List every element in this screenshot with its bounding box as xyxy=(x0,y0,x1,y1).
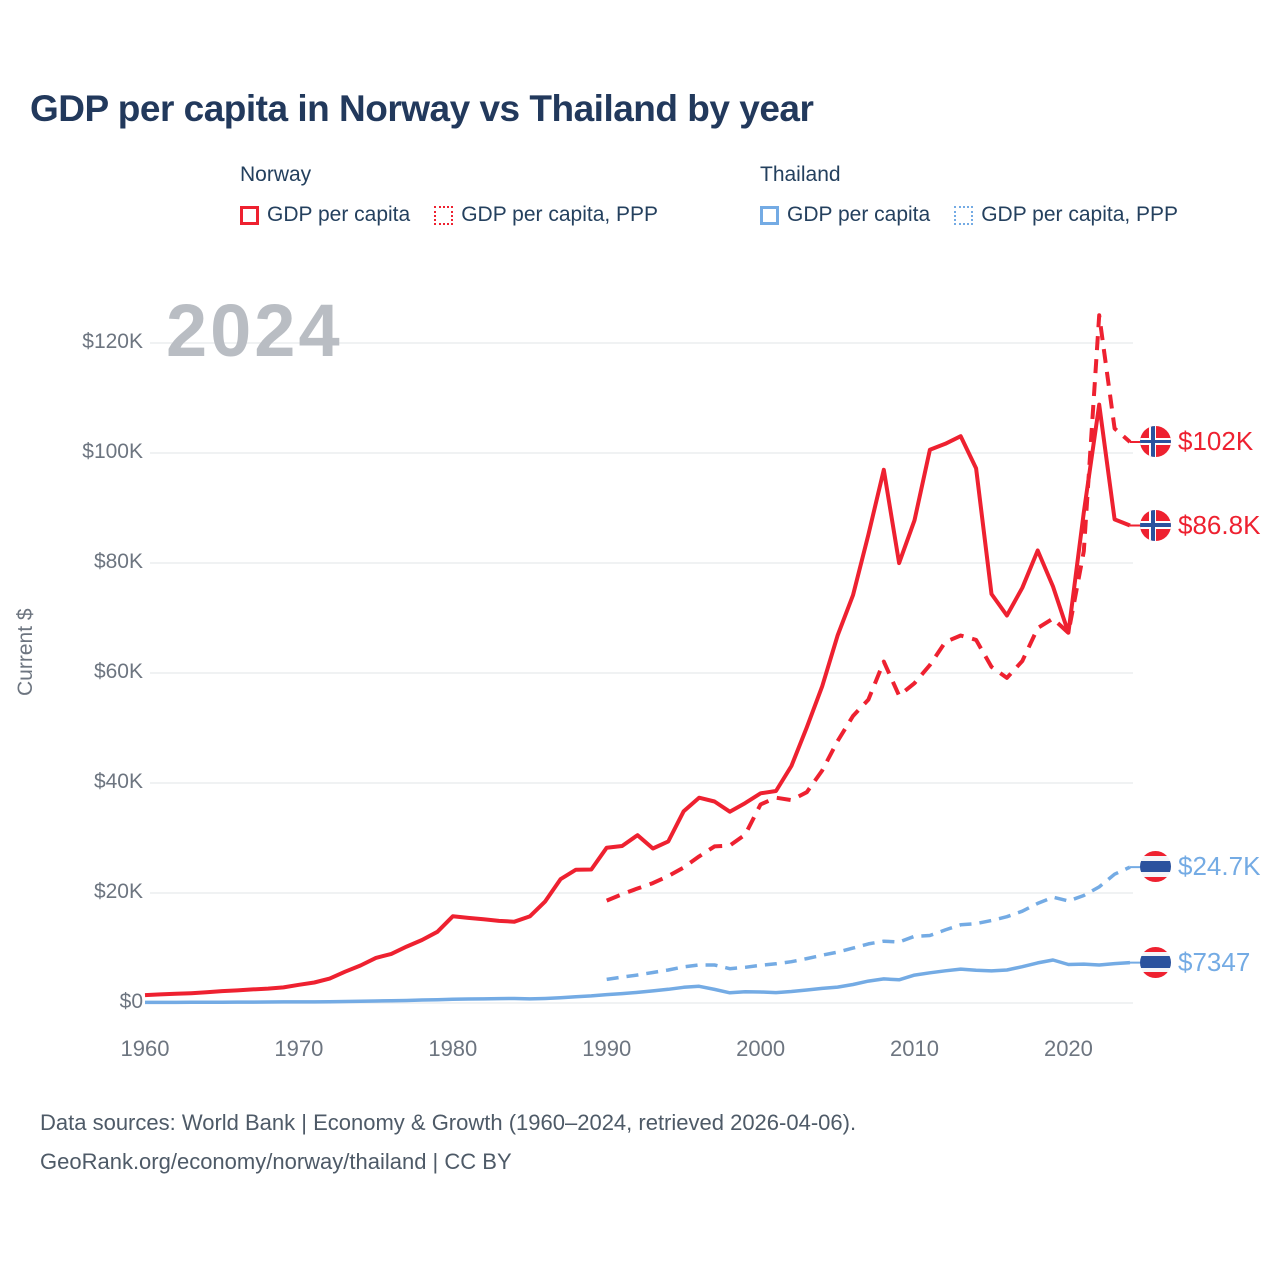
thailand-gdp-ppp-swatch-icon xyxy=(954,205,974,225)
page-title: GDP per capita in Norway vs Thailand by … xyxy=(30,88,814,129)
x-tick-label: 1970 xyxy=(274,1036,324,1061)
x-tick-label: 2010 xyxy=(890,1036,939,1061)
legend-item-label: GDP per capita, PPP xyxy=(461,203,659,226)
x-tick-label: 2000 xyxy=(736,1036,786,1061)
thailand-flag-icon xyxy=(1140,851,1171,883)
norway-gdp-line xyxy=(144,402,1131,998)
legend-item-label: GDP per capita xyxy=(787,203,931,226)
y-tick-label: $20K xyxy=(93,880,143,903)
thailand-gdp-line xyxy=(145,958,1131,1005)
y-tick-label: $40K xyxy=(93,770,143,793)
norway-flag-icon xyxy=(1140,426,1171,457)
end-value: $102K xyxy=(1178,426,1254,456)
thailand-gdp-swatch-icon xyxy=(760,205,779,225)
y-tick-label: $60K xyxy=(93,660,143,683)
legend-group-thailand: Thailand GDP per capita GDP per capita, … xyxy=(760,163,1178,227)
x-tick-label: 1960 xyxy=(120,1036,170,1061)
thailand-gdp-ppp-line xyxy=(606,865,1131,982)
footer-attribution: GeoRank.org/economy/norway/thailand | CC… xyxy=(40,1149,512,1174)
end-value: $86.8K xyxy=(1178,509,1261,540)
x-tick-label: 2020 xyxy=(1043,1036,1093,1061)
y-tick-label: $0 xyxy=(119,990,143,1013)
end-value: $24.7K xyxy=(1178,851,1261,882)
legend-item-norway-gdp: GDP per capita xyxy=(240,203,410,227)
thailand-ppp-end-label: $24.7K xyxy=(1140,851,1261,883)
legend-item-thailand-gdp: GDP per capita xyxy=(760,203,930,227)
y-axis-title: Current $ xyxy=(14,608,37,696)
norway-gdp-swatch-icon xyxy=(240,205,259,225)
footer-sources: Data sources: World Bank | Economy & Gro… xyxy=(40,1110,857,1135)
y-tick-label: $120K xyxy=(82,330,143,353)
thailand-flag-icon xyxy=(1140,946,1171,978)
legend-item-norway-gdp-ppp: GDP per capita, PPP xyxy=(434,203,658,227)
norway-ppp-end-label: $102K xyxy=(1140,426,1253,457)
norway-gdp-ppp-line xyxy=(605,313,1132,903)
legend-item-label: GDP per capita, PPP xyxy=(981,203,1179,226)
norway-flag-icon xyxy=(1140,509,1171,541)
thailand-gdp-end-label: $7347 xyxy=(1140,946,1251,978)
x-tick-label: 1980 xyxy=(428,1036,478,1061)
y-tick-label: $100K xyxy=(82,440,143,463)
norway-gdp-ppp-swatch-icon xyxy=(434,205,454,225)
x-tick-label: 1990 xyxy=(582,1036,632,1061)
y-tick-label: $80K xyxy=(93,550,143,573)
legend-country-norway: Norway xyxy=(240,163,312,186)
legend-item-thailand-gdp-ppp: GDP per capita, PPP xyxy=(954,203,1178,227)
end-value: $7347 xyxy=(1178,946,1251,977)
legend-country-thailand: Thailand xyxy=(760,163,841,186)
legend-item-label: GDP per capita xyxy=(267,203,411,226)
legend-group-norway: Norway GDP per capita GDP per capita, PP… xyxy=(240,163,658,227)
watermark-year: 2024 xyxy=(166,289,343,372)
norway-gdp-end-label: $86.8K xyxy=(1140,509,1261,541)
